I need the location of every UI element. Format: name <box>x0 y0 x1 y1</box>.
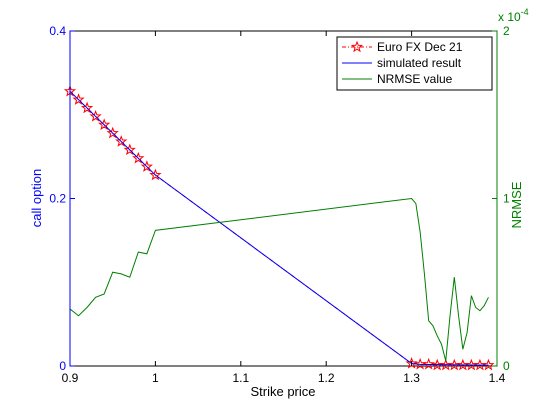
y-axis-left-label: call option <box>29 169 44 228</box>
data-point-euro-fx <box>89 109 102 122</box>
y-right-tick-label: 1 <box>503 192 510 206</box>
data-point-euro-fx <box>98 118 111 131</box>
x-tick-label: 0.9 <box>62 371 79 385</box>
right-axis-multiplier: x 10-4 <box>498 7 529 24</box>
y-right-tick-label: 0 <box>503 359 510 373</box>
y-axis-right-label: NRMSE <box>509 181 524 228</box>
legend-label-simulated: simulated result <box>377 56 462 70</box>
data-point-euro-fx <box>106 126 119 139</box>
series-line-nrmse <box>69 197 489 362</box>
legend-box <box>336 36 493 91</box>
x-tick-label: 1.4 <box>489 371 506 385</box>
y-right-tick-label: 2 <box>503 24 510 38</box>
legend-label-nrmse: NRMSE value <box>377 72 453 86</box>
y-left-tick-label: 0 <box>59 359 66 373</box>
y-left-tick-label: 0.2 <box>49 192 66 206</box>
right-axis-exponent: -4 <box>521 7 529 17</box>
x-tick-label: 1.3 <box>403 371 420 385</box>
data-point-euro-fx <box>482 358 495 371</box>
data-point-euro-fx <box>123 143 136 156</box>
data-point-euro-fx <box>140 160 153 172</box>
data-point-euro-fx <box>422 357 435 370</box>
data-point-euro-fx <box>72 93 85 105</box>
legend-marker-euro-fx <box>350 40 364 53</box>
x-axis-label: Strike price <box>250 384 315 399</box>
x-tick-label: 1 <box>152 371 159 385</box>
x-tick-label: 1.1 <box>232 371 249 385</box>
x-tick-label: 1.2 <box>318 371 335 385</box>
data-point-euro-fx <box>149 168 162 181</box>
data-point-euro-fx <box>115 135 128 147</box>
legend: Euro FX Dec 21 simulated result NRMSE va… <box>336 36 493 91</box>
legend-label-euro-fx: Euro FX Dec 21 <box>377 40 463 54</box>
y-left-tick-label: 0.4 <box>49 24 66 38</box>
data-point-euro-fx <box>80 101 94 114</box>
data-point-euro-fx <box>132 151 145 164</box>
